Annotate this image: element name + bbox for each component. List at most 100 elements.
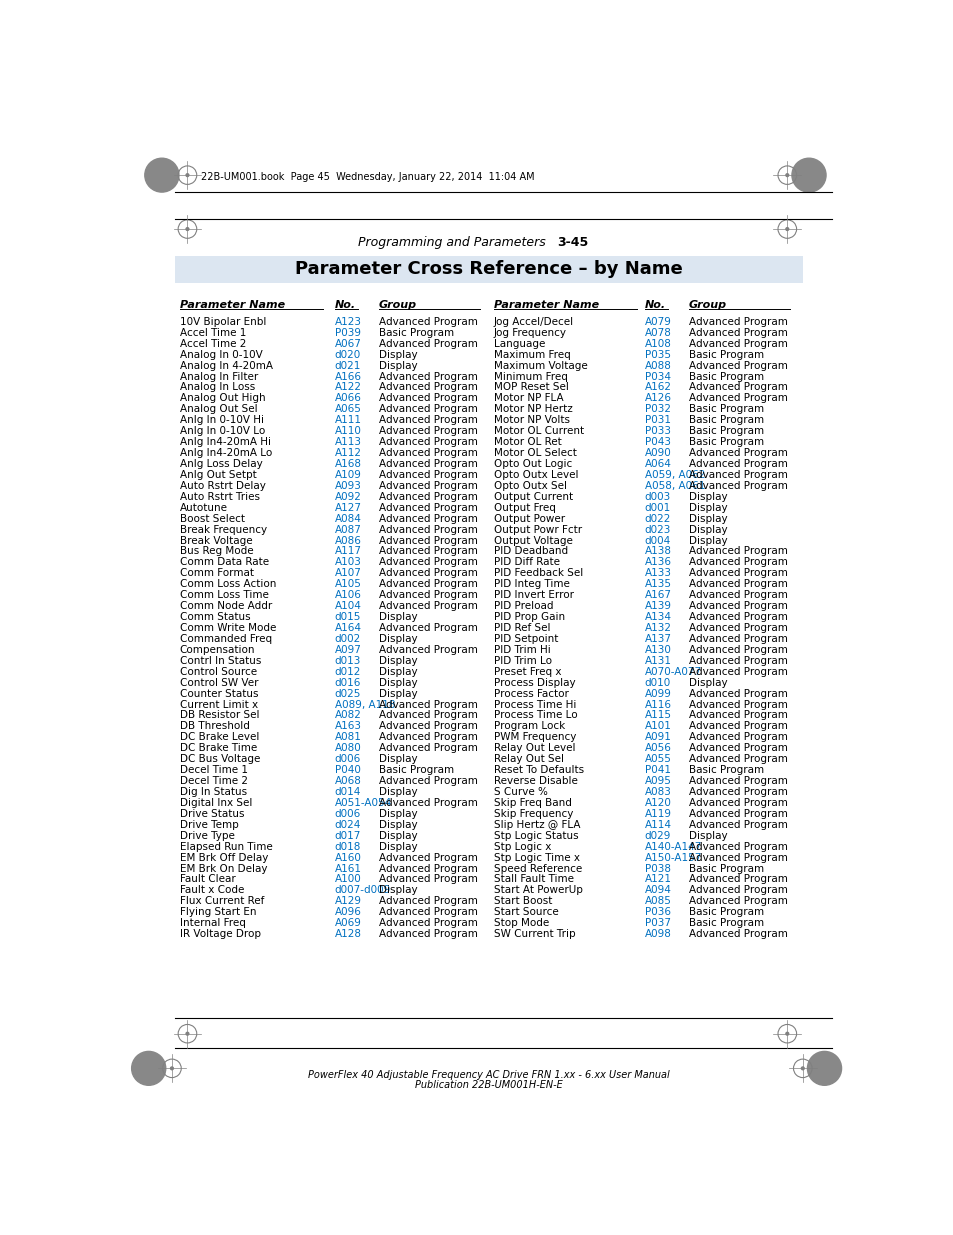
Text: No.: No. [644, 300, 665, 310]
Text: A080: A080 [335, 743, 361, 753]
Text: PID Preload: PID Preload [493, 601, 553, 611]
Text: Elapsed Run Time: Elapsed Run Time [179, 842, 273, 852]
Text: A135: A135 [644, 579, 671, 589]
Text: A079: A079 [644, 317, 671, 327]
Circle shape [145, 158, 179, 193]
Text: Advanced Program: Advanced Program [378, 710, 477, 720]
Text: Advanced Program: Advanced Program [688, 689, 787, 699]
Text: Advanced Program: Advanced Program [378, 776, 477, 785]
Text: Reset To Defaults: Reset To Defaults [493, 766, 583, 776]
Text: A162: A162 [644, 383, 671, 393]
Text: Display: Display [378, 667, 417, 677]
Text: A106: A106 [335, 590, 361, 600]
Text: Process Time Lo: Process Time Lo [493, 710, 577, 720]
Text: Control SW Ver: Control SW Ver [179, 678, 258, 688]
Text: PID Ref Sel: PID Ref Sel [493, 622, 550, 634]
Text: Opto Out Logic: Opto Out Logic [493, 459, 571, 469]
Text: Advanced Program: Advanced Program [688, 546, 787, 557]
Text: A127: A127 [335, 503, 361, 513]
Text: Advanced Program: Advanced Program [688, 459, 787, 469]
Text: Advanced Program: Advanced Program [688, 798, 787, 808]
Text: Language: Language [493, 338, 544, 348]
Text: P033: P033 [644, 426, 670, 436]
Text: Maximum Voltage: Maximum Voltage [493, 361, 587, 370]
Text: A103: A103 [335, 557, 361, 567]
Text: d012: d012 [335, 667, 360, 677]
Text: A091: A091 [644, 732, 671, 742]
Text: Motor OL Ret: Motor OL Ret [493, 437, 560, 447]
Text: A136: A136 [644, 557, 671, 567]
Text: Group: Group [688, 300, 726, 310]
Text: Stp Logic Time x: Stp Logic Time x [493, 852, 579, 862]
Text: Advanced Program: Advanced Program [378, 415, 477, 425]
Text: Comm Status: Comm Status [179, 613, 250, 622]
Text: DC Brake Time: DC Brake Time [179, 743, 256, 753]
Text: Display: Display [378, 350, 417, 359]
Text: Advanced Program: Advanced Program [688, 579, 787, 589]
Text: A140-A147: A140-A147 [644, 842, 701, 852]
Text: A109: A109 [335, 469, 361, 480]
Text: Process Time Hi: Process Time Hi [493, 699, 576, 710]
Text: Basic Program: Basic Program [378, 766, 454, 776]
Text: A090: A090 [644, 448, 671, 458]
Text: d015: d015 [335, 613, 360, 622]
Text: Advanced Program: Advanced Program [688, 852, 787, 862]
Circle shape [785, 174, 788, 177]
Text: PID Prop Gain: PID Prop Gain [493, 613, 564, 622]
Circle shape [186, 227, 189, 231]
Text: Auto Rstrt Tries: Auto Rstrt Tries [179, 492, 259, 501]
Text: PowerFlex 40 Adjustable Frequency AC Drive FRN 1.xx - 6.xx User Manual: PowerFlex 40 Adjustable Frequency AC Dri… [308, 1070, 669, 1079]
Text: A064: A064 [644, 459, 671, 469]
Text: Advanced Program: Advanced Program [688, 809, 787, 819]
Text: Basic Program: Basic Program [688, 426, 763, 436]
Text: Analog In Loss: Analog In Loss [179, 383, 254, 393]
Text: Advanced Program: Advanced Program [688, 338, 787, 348]
Text: Display: Display [378, 831, 417, 841]
Text: Advanced Program: Advanced Program [688, 317, 787, 327]
Text: A101: A101 [644, 721, 671, 731]
Text: A137: A137 [644, 634, 671, 643]
Text: A134: A134 [644, 613, 671, 622]
Text: P041: P041 [644, 766, 670, 776]
Text: Advanced Program: Advanced Program [378, 514, 477, 524]
Text: PID Invert Error: PID Invert Error [493, 590, 573, 600]
Text: P032: P032 [644, 404, 670, 414]
Text: A167: A167 [644, 590, 671, 600]
Text: Basic Program: Basic Program [688, 415, 763, 425]
Text: A081: A081 [335, 732, 361, 742]
Text: A105: A105 [335, 579, 361, 589]
Text: Advanced Program: Advanced Program [688, 897, 787, 906]
Text: A123: A123 [335, 317, 361, 327]
Text: EM Brk On Delay: EM Brk On Delay [179, 863, 267, 873]
Text: Display: Display [378, 885, 417, 895]
Text: A107: A107 [335, 568, 361, 578]
Text: Start Boost: Start Boost [493, 897, 552, 906]
Text: No.: No. [335, 300, 355, 310]
Text: Advanced Program: Advanced Program [688, 743, 787, 753]
Text: d007-d009: d007-d009 [335, 885, 391, 895]
Text: d024: d024 [335, 820, 360, 830]
Text: Basic Program: Basic Program [688, 437, 763, 447]
Text: A120: A120 [644, 798, 671, 808]
Text: Flux Current Ref: Flux Current Ref [179, 897, 264, 906]
Text: PID Diff Rate: PID Diff Rate [493, 557, 559, 567]
Text: A097: A097 [335, 645, 361, 655]
Text: Display: Display [688, 492, 727, 501]
Text: Advanced Program: Advanced Program [378, 908, 477, 918]
Text: DC Brake Level: DC Brake Level [179, 732, 259, 742]
Text: Group: Group [378, 300, 416, 310]
Text: Fault x Code: Fault x Code [179, 885, 244, 895]
Text: Advanced Program: Advanced Program [688, 568, 787, 578]
Text: Advanced Program: Advanced Program [378, 480, 477, 490]
Text: Display: Display [378, 820, 417, 830]
Text: Advanced Program: Advanced Program [378, 874, 477, 884]
Circle shape [186, 174, 189, 177]
Text: A160: A160 [335, 852, 361, 862]
Text: DB Threshold: DB Threshold [179, 721, 250, 731]
Text: Advanced Program: Advanced Program [378, 338, 477, 348]
Text: Advanced Program: Advanced Program [688, 622, 787, 634]
Text: Display: Display [378, 361, 417, 370]
Text: A128: A128 [335, 929, 361, 939]
Text: A163: A163 [335, 721, 361, 731]
Text: d025: d025 [335, 689, 360, 699]
